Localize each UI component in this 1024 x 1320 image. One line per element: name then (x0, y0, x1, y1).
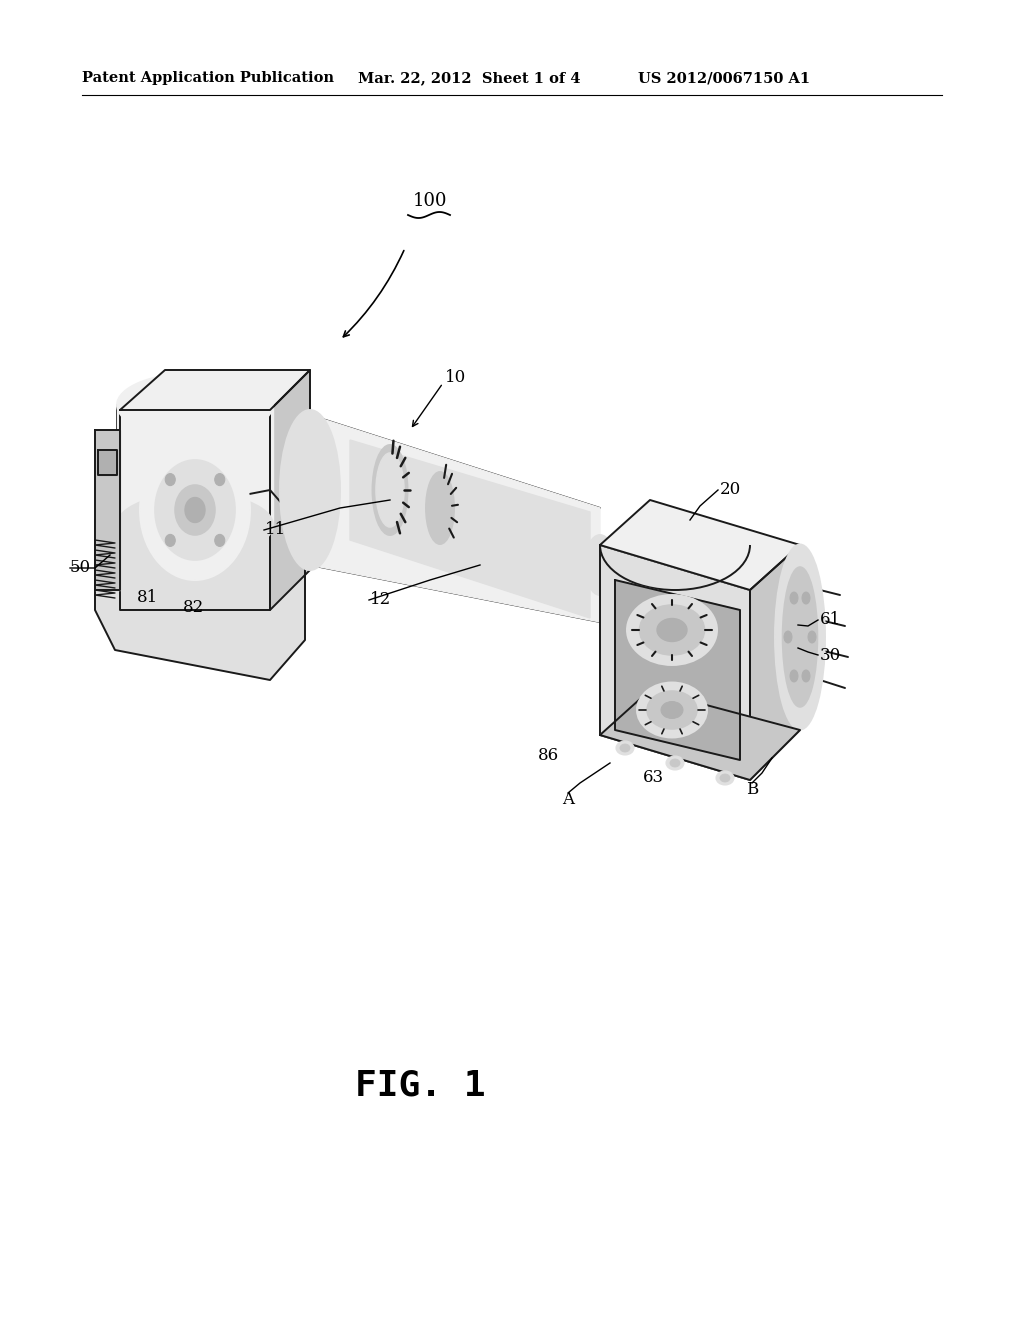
Text: US 2012/0067150 A1: US 2012/0067150 A1 (638, 71, 810, 84)
Text: 61: 61 (820, 611, 841, 628)
Ellipse shape (790, 671, 798, 682)
Ellipse shape (373, 445, 408, 535)
Polygon shape (615, 579, 740, 760)
Ellipse shape (585, 535, 615, 595)
Ellipse shape (720, 774, 730, 781)
Polygon shape (120, 370, 310, 411)
Ellipse shape (155, 459, 234, 560)
Ellipse shape (808, 631, 816, 643)
Polygon shape (95, 490, 305, 680)
Polygon shape (120, 411, 270, 610)
Text: 11: 11 (265, 521, 287, 539)
Text: 81: 81 (137, 590, 159, 606)
Polygon shape (600, 545, 750, 780)
Ellipse shape (666, 756, 684, 770)
Ellipse shape (784, 631, 792, 643)
Text: 20: 20 (720, 482, 741, 499)
Ellipse shape (175, 484, 215, 535)
Polygon shape (98, 450, 117, 475)
Ellipse shape (657, 619, 687, 642)
Ellipse shape (670, 759, 680, 767)
Ellipse shape (215, 535, 224, 546)
Polygon shape (310, 414, 600, 622)
Text: 50: 50 (70, 560, 91, 577)
Ellipse shape (140, 440, 250, 579)
Text: 10: 10 (445, 370, 466, 387)
Ellipse shape (782, 568, 817, 708)
Text: FIG. 1: FIG. 1 (354, 1068, 485, 1102)
Ellipse shape (716, 771, 734, 785)
Ellipse shape (165, 474, 175, 486)
Ellipse shape (790, 593, 798, 605)
Ellipse shape (117, 492, 273, 557)
Polygon shape (750, 545, 800, 780)
Ellipse shape (616, 741, 634, 755)
Ellipse shape (165, 535, 175, 546)
Ellipse shape (215, 474, 224, 486)
Text: 100: 100 (413, 191, 447, 210)
Polygon shape (117, 405, 273, 525)
Ellipse shape (376, 453, 404, 527)
Text: 30: 30 (820, 647, 842, 664)
Ellipse shape (640, 605, 705, 655)
Ellipse shape (426, 473, 454, 544)
Text: 63: 63 (643, 770, 665, 787)
Text: Patent Application Publication: Patent Application Publication (82, 71, 334, 84)
Ellipse shape (802, 671, 810, 682)
Ellipse shape (117, 374, 273, 437)
Polygon shape (350, 440, 590, 618)
Polygon shape (95, 430, 120, 590)
Text: A: A (562, 792, 574, 808)
Ellipse shape (620, 744, 630, 752)
Ellipse shape (627, 595, 717, 665)
Text: 12: 12 (370, 591, 391, 609)
Polygon shape (270, 370, 310, 610)
Text: Mar. 22, 2012  Sheet 1 of 4: Mar. 22, 2012 Sheet 1 of 4 (358, 71, 581, 84)
Text: 86: 86 (538, 747, 559, 763)
Text: B: B (745, 781, 758, 799)
Ellipse shape (647, 690, 697, 729)
Ellipse shape (775, 544, 825, 730)
Ellipse shape (802, 593, 810, 605)
Polygon shape (600, 690, 800, 780)
Polygon shape (600, 500, 800, 590)
Ellipse shape (185, 498, 205, 523)
Text: 82: 82 (183, 599, 204, 616)
Ellipse shape (280, 411, 340, 570)
Ellipse shape (637, 682, 707, 738)
Ellipse shape (662, 701, 683, 718)
